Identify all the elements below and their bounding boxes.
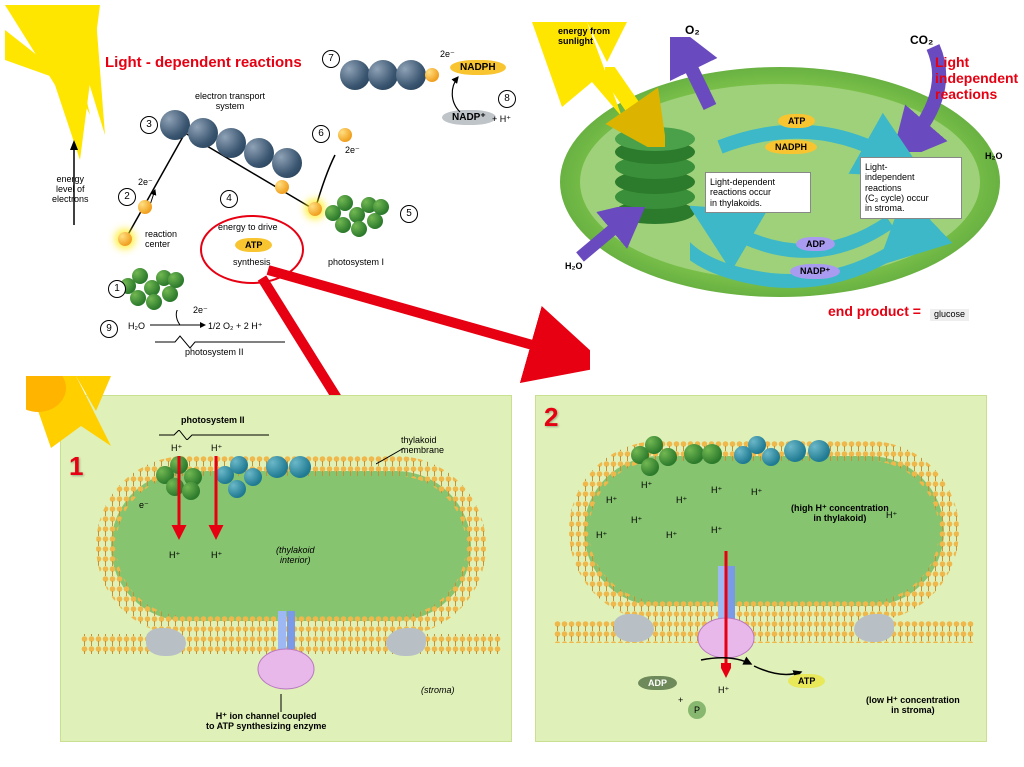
- ps1-cluster: [325, 185, 395, 240]
- tr-nadp: NADP⁺: [790, 264, 840, 279]
- atp-synthase-1: [251, 611, 321, 701]
- box-light-indep: Light- independent reactions (C₃ cycle) …: [860, 157, 962, 219]
- h2o-right: H₂O: [985, 152, 1003, 162]
- glucose: glucose: [930, 309, 969, 321]
- br-h5: H⁺: [676, 496, 687, 506]
- bl-ps2: photosystem II: [181, 416, 245, 426]
- end-product: end product =: [828, 304, 921, 319]
- br-h4: H⁺: [596, 531, 607, 541]
- br-adp: ADP: [638, 676, 677, 690]
- br-h9: H⁺: [751, 488, 762, 498]
- atp-caption: energy to drive: [218, 223, 278, 233]
- co2-label: CO₂: [910, 34, 933, 47]
- br-atp: ATP: [788, 674, 825, 688]
- num-7: 7: [322, 50, 340, 68]
- panel-2-num: 2: [544, 402, 558, 433]
- br-h8: H⁺: [711, 526, 722, 536]
- br-plus: +: [678, 696, 683, 706]
- title-light-indep: Light independent reactions: [935, 54, 1018, 102]
- o2-label: O₂: [685, 24, 700, 37]
- bl-hplus-1: H⁺: [171, 444, 182, 454]
- two-e-2: 2e⁻: [345, 146, 360, 156]
- title-light-dependent: Light - dependent reactions: [105, 55, 302, 72]
- br-h7: H⁺: [711, 486, 722, 496]
- energy-axis-label: energy level of electrons: [52, 175, 89, 205]
- br-h2: H⁺: [641, 481, 652, 491]
- h2o-label: H₂O: [128, 322, 145, 332]
- ps2-cluster: [120, 258, 190, 313]
- bl-e: e⁻: [139, 501, 149, 511]
- num-9: 9: [100, 320, 118, 338]
- bl-stroma: (stroma): [421, 686, 455, 696]
- panel-membrane-1: 1 H⁺ H⁺ H⁺ H⁺ e⁻ photosystem II thylakoi…: [60, 395, 512, 742]
- bl-caption: H⁺ ion channel coupled to ATP synthesizi…: [206, 712, 326, 732]
- tr-adp: ADP: [796, 237, 835, 251]
- br-h1: H⁺: [606, 496, 617, 506]
- box-light-dep: Light-dependent reactions occur in thyla…: [705, 172, 811, 213]
- num-5: 5: [400, 205, 418, 223]
- num-2: 2: [118, 188, 136, 206]
- br-p: P: [688, 701, 706, 719]
- bl-hplus-3: H⁺: [169, 551, 180, 561]
- panel-membrane-2: 2 H⁺ H⁺ H⁺ H⁺ H⁺ H⁺ H⁺ H⁺ H⁺ H⁺ (high H⁺…: [535, 395, 987, 742]
- h-plus: + H⁺: [492, 115, 511, 125]
- bl-hplus-4: H⁺: [211, 551, 222, 561]
- num-6: 6: [312, 125, 330, 143]
- bl-thylakoid-mem: thylakoid membrane: [401, 436, 444, 456]
- bl-hplus-2: H⁺: [211, 444, 222, 454]
- ps2-label: photosystem II: [185, 348, 244, 358]
- br-h6: H⁺: [666, 531, 677, 541]
- num-8: 8: [498, 90, 516, 108]
- atp-pill: ATP: [235, 238, 272, 252]
- num-4: 4: [220, 190, 238, 208]
- bl-interior: (thylakoid interior): [276, 546, 315, 566]
- tr-nadph: NADPH: [765, 140, 817, 154]
- two-e-3: 2e⁻: [440, 50, 455, 60]
- br-h3: H⁺: [631, 516, 642, 526]
- h2o-left: H₂O: [565, 262, 583, 272]
- ets-label: electron transport system: [195, 92, 265, 112]
- panel-chloroplast: energy from sunlight O₂ CO₂ H₂O H₂O Ligh…: [540, 12, 1010, 342]
- sun-label: energy from sunlight: [558, 27, 610, 47]
- num-1: 1: [108, 280, 126, 298]
- reaction-center: reaction center: [145, 230, 177, 250]
- two-e-1: 2e⁻: [138, 178, 153, 188]
- br-low: (low H⁺ concentration in stroma): [866, 696, 960, 716]
- num-3: 3: [140, 116, 158, 134]
- tr-atp: ATP: [778, 114, 815, 128]
- br-high: (high H⁺ concentration in thylakoid): [791, 504, 889, 524]
